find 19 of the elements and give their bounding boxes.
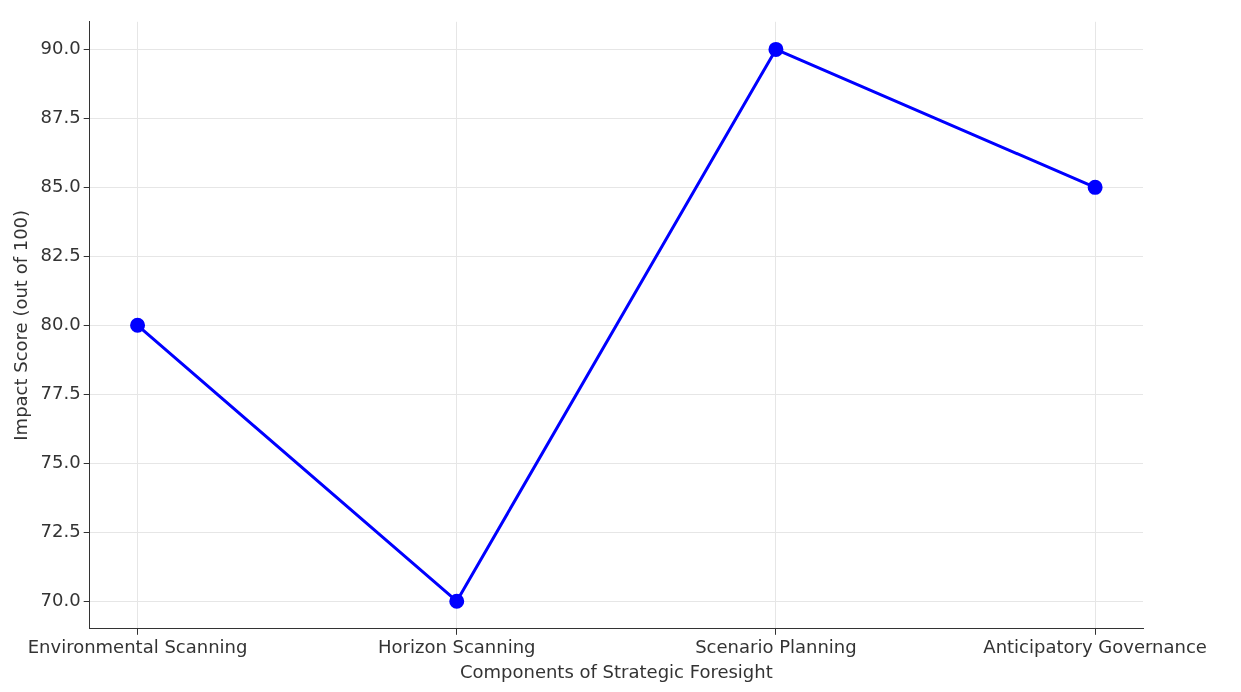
point	[1087, 179, 1103, 195]
x-tick-label: Horizon Scanning	[377, 636, 536, 658]
y-tick-label: 75.0	[40, 450, 81, 472]
y-tick-label: 87.5	[40, 106, 81, 128]
x-tick-label: Environmental Scanning	[27, 636, 248, 658]
y-axis-title: Impact Score (out of 100)	[10, 209, 32, 441]
y-tick-label: 85.0	[40, 175, 81, 197]
point	[768, 41, 784, 57]
y-tick-label: 90.0	[40, 37, 81, 59]
x-tick-label: Scenario Planning	[695, 636, 857, 658]
y-tick-label: 72.5	[40, 519, 81, 541]
point	[130, 317, 146, 333]
y-tick-label: 82.5	[40, 243, 81, 265]
y-tick-label: 80.0	[40, 312, 81, 334]
point	[449, 593, 465, 609]
y-tick-label: 70.0	[40, 588, 81, 610]
x-axis-title: Components of Strategic Foresight	[459, 660, 773, 682]
y-tick-label: 77.5	[40, 381, 81, 403]
x-tick-label: Anticipatory Governance	[983, 636, 1207, 658]
